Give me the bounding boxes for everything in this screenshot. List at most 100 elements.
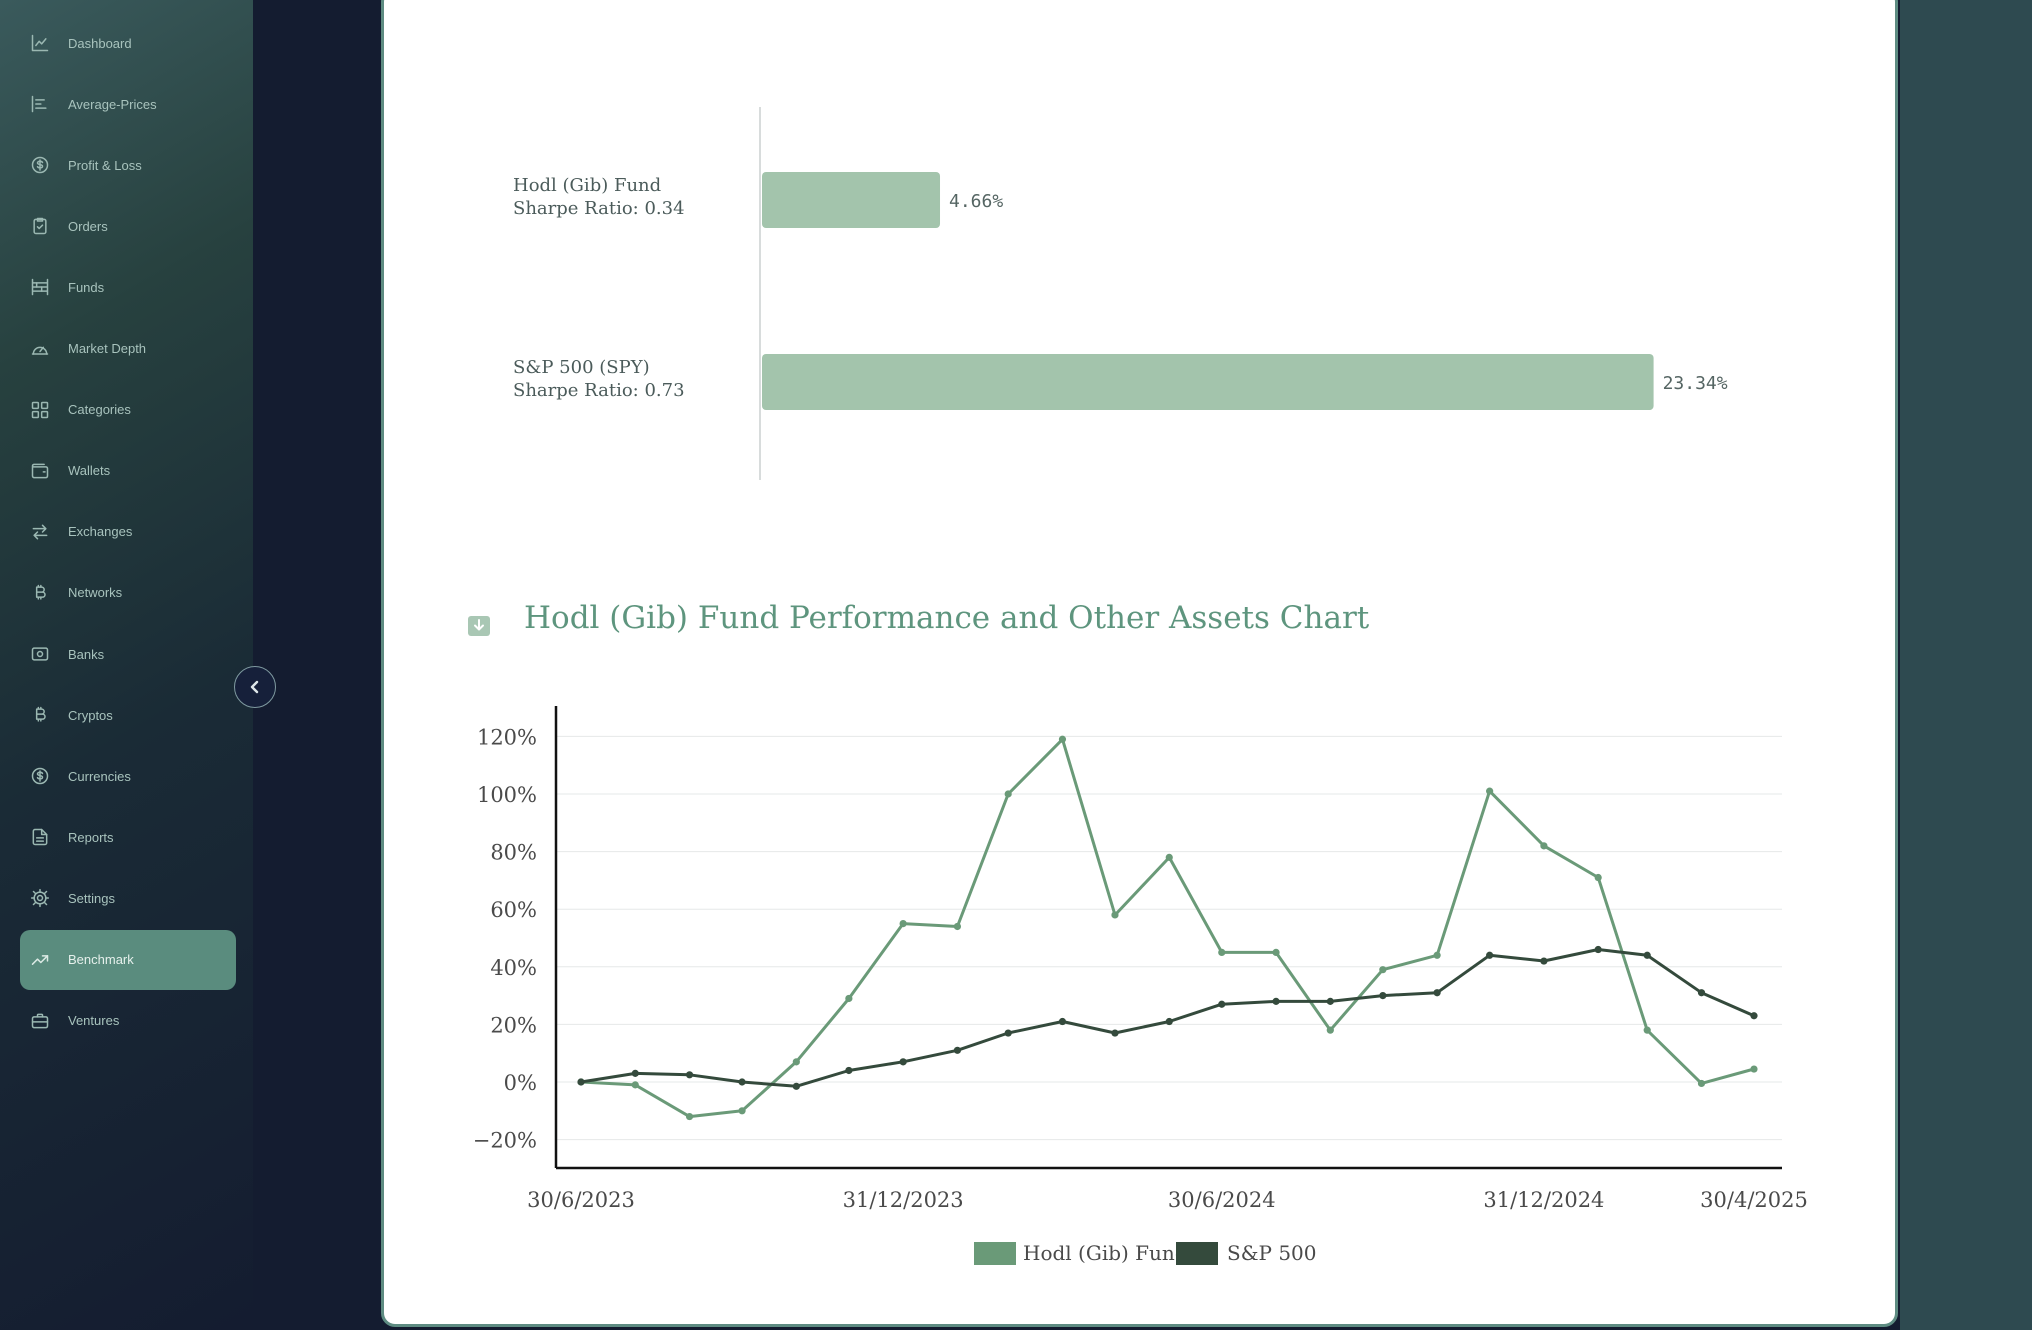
bitcoin-icon (30, 583, 50, 603)
sidebar-item-label: Banks (68, 646, 105, 662)
sidebar-item-average-prices[interactable]: Average-Prices (20, 74, 236, 134)
data-point (1750, 1012, 1758, 1020)
sidebar-item-banks[interactable]: Banks (20, 624, 236, 684)
data-point (899, 920, 907, 928)
y-tick-label: 120% (477, 725, 537, 749)
data-point (899, 1058, 907, 1066)
sidebar-item-label: Cryptos (68, 707, 113, 723)
sidebar-item-currencies[interactable]: Currencies (20, 746, 236, 806)
bar-value-label: 23.34% (1663, 373, 1728, 394)
sidebar-item-label: Dashboard (68, 35, 132, 51)
y-tick-label: 0% (504, 1071, 537, 1095)
bar-sharpe-label: Sharpe Ratio: 0.34 (513, 198, 685, 219)
sidebar-item-ventures[interactable]: Ventures (20, 991, 236, 1051)
sidebar-item-categories[interactable]: Categories (20, 380, 236, 440)
chart-title: Hodl (Gib) Fund Performance and Other As… (524, 600, 1370, 636)
data-point (1004, 1029, 1012, 1037)
chevron-left-icon (250, 680, 259, 694)
data-point (792, 1082, 800, 1090)
data-point (1272, 997, 1280, 1005)
sidebar-item-cryptos[interactable]: Cryptos (20, 685, 236, 745)
dollar-circle-icon (30, 155, 50, 175)
data-point (1643, 951, 1651, 959)
gauge-icon (30, 339, 50, 359)
data-point (1697, 989, 1706, 997)
data-point (1594, 873, 1602, 882)
legend-label: S&P 500 (1227, 1241, 1317, 1265)
data-point (1165, 1017, 1173, 1026)
right-background (1900, 0, 2032, 1330)
y-tick-label: 80% (490, 841, 537, 865)
data-point (1326, 1026, 1334, 1034)
bar-category-label: Hodl (Gib) Fund (513, 175, 661, 196)
data-point (1111, 1029, 1119, 1037)
y-tick-label: −20% (473, 1129, 537, 1153)
sidebar-item-dashboard[interactable]: Dashboard (20, 13, 236, 73)
data-point (792, 1058, 800, 1066)
sidebar-item-label: Wallets (68, 463, 111, 479)
data-point (1004, 790, 1012, 798)
data-point (1165, 853, 1173, 861)
x-tick-label: 30/6/2024 (1168, 1188, 1276, 1212)
sidebar-item-label: Profit & Loss (68, 157, 142, 173)
data-point (1486, 787, 1494, 795)
sidebar-item-settings[interactable]: Settings (20, 868, 236, 928)
sidebar-item-benchmark[interactable]: Benchmark (20, 929, 236, 990)
performance-line-chart: 120% 100% 80% 60% 40% 20% 0% −20% 30/6/2023 31/12… (473, 706, 1808, 1265)
line-chart-icon (30, 33, 50, 53)
data-point (577, 1078, 585, 1086)
data-point (1697, 1079, 1706, 1088)
briefcase-icon (30, 1011, 50, 1031)
dollar-circle-icon (30, 766, 50, 786)
data-point (1218, 948, 1226, 956)
arrows-exchange-icon (30, 522, 50, 542)
data-point (1379, 992, 1387, 1000)
funds-rows-icon (30, 277, 50, 297)
data-point (1379, 966, 1387, 974)
sidebar-item-label: Funds (68, 279, 105, 295)
sidebar-item-label: Reports (68, 829, 114, 845)
sidebar-item-networks[interactable]: Networks (20, 563, 236, 623)
file-text-icon (30, 827, 50, 847)
x-tick-label: 31/12/2024 (1483, 1188, 1604, 1212)
sidebar-item-profit-loss[interactable]: Profit & Loss (20, 135, 236, 195)
download-icon[interactable] (467, 612, 491, 638)
sidebar-item-funds[interactable]: Funds (20, 257, 236, 317)
y-tick-label: 100% (477, 783, 537, 807)
y-tick-label: 40% (490, 956, 537, 980)
sidebar-item-exchanges[interactable]: Exchanges (20, 502, 236, 562)
sidebar-item-label: Currencies (68, 768, 131, 784)
data-point (1643, 1026, 1651, 1034)
sidebar-item-wallets[interactable]: Wallets (20, 441, 236, 501)
collapse-sidebar-button[interactable] (234, 666, 276, 708)
data-point (1058, 1017, 1067, 1026)
gear-icon (30, 888, 50, 908)
sidebar-item-label: Networks (68, 585, 123, 601)
x-tick-label: 31/12/2023 (843, 1188, 964, 1212)
data-point (953, 1046, 962, 1054)
data-point (1433, 989, 1441, 997)
sidebar-item-label: Average-Prices (68, 96, 157, 112)
data-point (738, 1078, 746, 1086)
sidebar-item-label: Exchanges (68, 524, 133, 540)
x-tick-label: 30/4/2025 (1700, 1188, 1808, 1212)
banknote-icon (30, 644, 50, 664)
data-point (1272, 948, 1280, 956)
data-point (1540, 957, 1548, 965)
bar (762, 172, 941, 228)
sidebar-item-label: Ventures (68, 1013, 120, 1029)
bar-value-label: 4.66% (949, 191, 1003, 212)
data-point (1433, 951, 1441, 959)
sidebar-item-orders[interactable]: Orders (20, 196, 236, 256)
data-point (738, 1107, 746, 1115)
data-point (685, 1112, 694, 1121)
legend-label: Hodl (Gib) Fund (1023, 1241, 1188, 1265)
sidebar-item-label: Settings (68, 890, 115, 906)
data-point (685, 1071, 694, 1079)
data-point (845, 994, 853, 1003)
sidebar-item-market-depth[interactable]: Market Depth (20, 319, 236, 379)
sidebar-item-reports[interactable]: Reports (20, 807, 236, 867)
data-point (1594, 945, 1602, 954)
bar-align-left-icon (30, 94, 50, 114)
